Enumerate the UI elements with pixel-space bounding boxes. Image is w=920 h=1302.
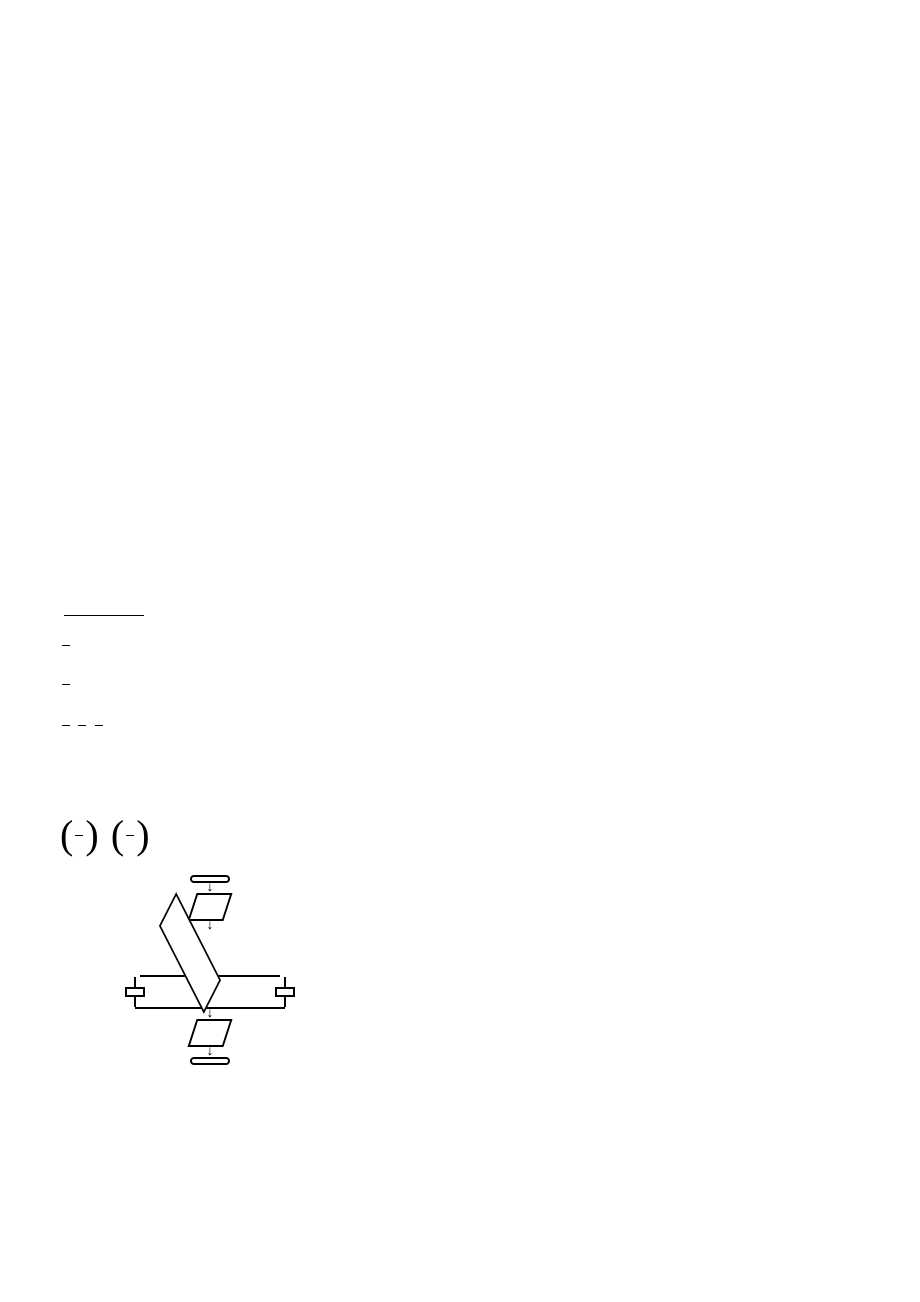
flowchart: ↓ ↓ ↓ ↓ bbox=[60, 875, 360, 1065]
problem-1-continuation bbox=[60, 596, 860, 627]
arrow-down-icon: ↓ bbox=[60, 883, 360, 893]
flowchart-output bbox=[187, 1019, 232, 1047]
explain-frac-2 bbox=[62, 725, 70, 726]
problem-1-explanation bbox=[60, 664, 860, 746]
triangle-row-1 bbox=[60, 274, 860, 302]
arrow-down-icon: ↓ bbox=[60, 1009, 360, 1019]
problem-1-answer bbox=[60, 645, 860, 646]
problem-1 bbox=[60, 200, 860, 745]
arrow-down-icon: ↓ bbox=[60, 921, 360, 931]
triangle-row-4 bbox=[60, 442, 860, 470]
explain-frac-1 bbox=[62, 684, 70, 685]
explain-frac-3 bbox=[78, 725, 86, 726]
flowchart-end bbox=[190, 1057, 230, 1065]
answer-fraction bbox=[62, 645, 70, 646]
expression-1: ( ) bbox=[60, 815, 99, 855]
flowchart-process-yes bbox=[125, 987, 145, 997]
triangle-number-array bbox=[60, 246, 860, 582]
problem-2-stem: ( ) ( ) bbox=[60, 775, 860, 855]
problem-2-options bbox=[60, 1075, 860, 1095]
problem-1-stem bbox=[60, 200, 860, 236]
triangle-row-2 bbox=[60, 330, 860, 358]
expression-2: ( ) bbox=[111, 815, 150, 855]
arrow-down-icon: ↓ bbox=[60, 1047, 360, 1057]
flowchart-input bbox=[187, 893, 232, 921]
problem-2: ( ) ( ) ↓ ↓ bbox=[60, 775, 860, 1095]
flowchart-process-no bbox=[275, 987, 295, 997]
triangle-row-3 bbox=[60, 386, 860, 414]
fill-blank bbox=[64, 615, 144, 616]
explain-frac-4 bbox=[95, 725, 103, 726]
triangle-row-5 bbox=[60, 498, 860, 526]
